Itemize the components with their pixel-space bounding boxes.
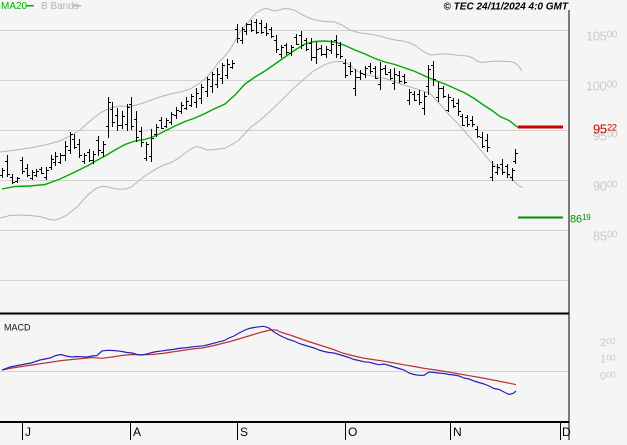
svg-text:22: 22 [607,123,617,134]
svg-text:2: 2 [600,337,606,349]
svg-text:19: 19 [582,213,591,222]
svg-text:00: 00 [606,353,615,363]
svg-text:00: 00 [607,230,618,241]
svg-text:95: 95 [593,129,607,144]
svg-text:100: 100 [586,79,606,94]
svg-text:95: 95 [593,122,607,137]
svg-text:B Bands: B Bands [41,1,79,12]
svg-text:A: A [133,425,141,439]
svg-text:00: 00 [606,336,615,346]
svg-text:85: 85 [593,229,607,244]
svg-text:S: S [240,425,248,439]
svg-text:O: O [348,425,357,439]
svg-text:00: 00 [606,370,615,380]
svg-text:N: N [453,425,462,439]
svg-text:0: 0 [600,371,606,383]
svg-text:00: 00 [607,80,618,91]
svg-text:00: 00 [607,180,618,191]
svg-text:MACD: MACD [4,323,31,333]
svg-text:00: 00 [607,30,618,41]
svg-text:90: 90 [593,179,607,194]
svg-text:© TEC 24/11/2024 4:0 GMT: © TEC 24/11/2024 4:0 GMT [444,2,569,13]
svg-text:MA20: MA20 [1,1,28,12]
svg-text:86: 86 [570,214,582,226]
svg-text:105: 105 [586,29,606,44]
svg-text:D: D [562,425,571,439]
svg-text:1: 1 [600,354,606,366]
svg-text:J: J [25,425,31,439]
svg-text:00: 00 [607,130,618,141]
